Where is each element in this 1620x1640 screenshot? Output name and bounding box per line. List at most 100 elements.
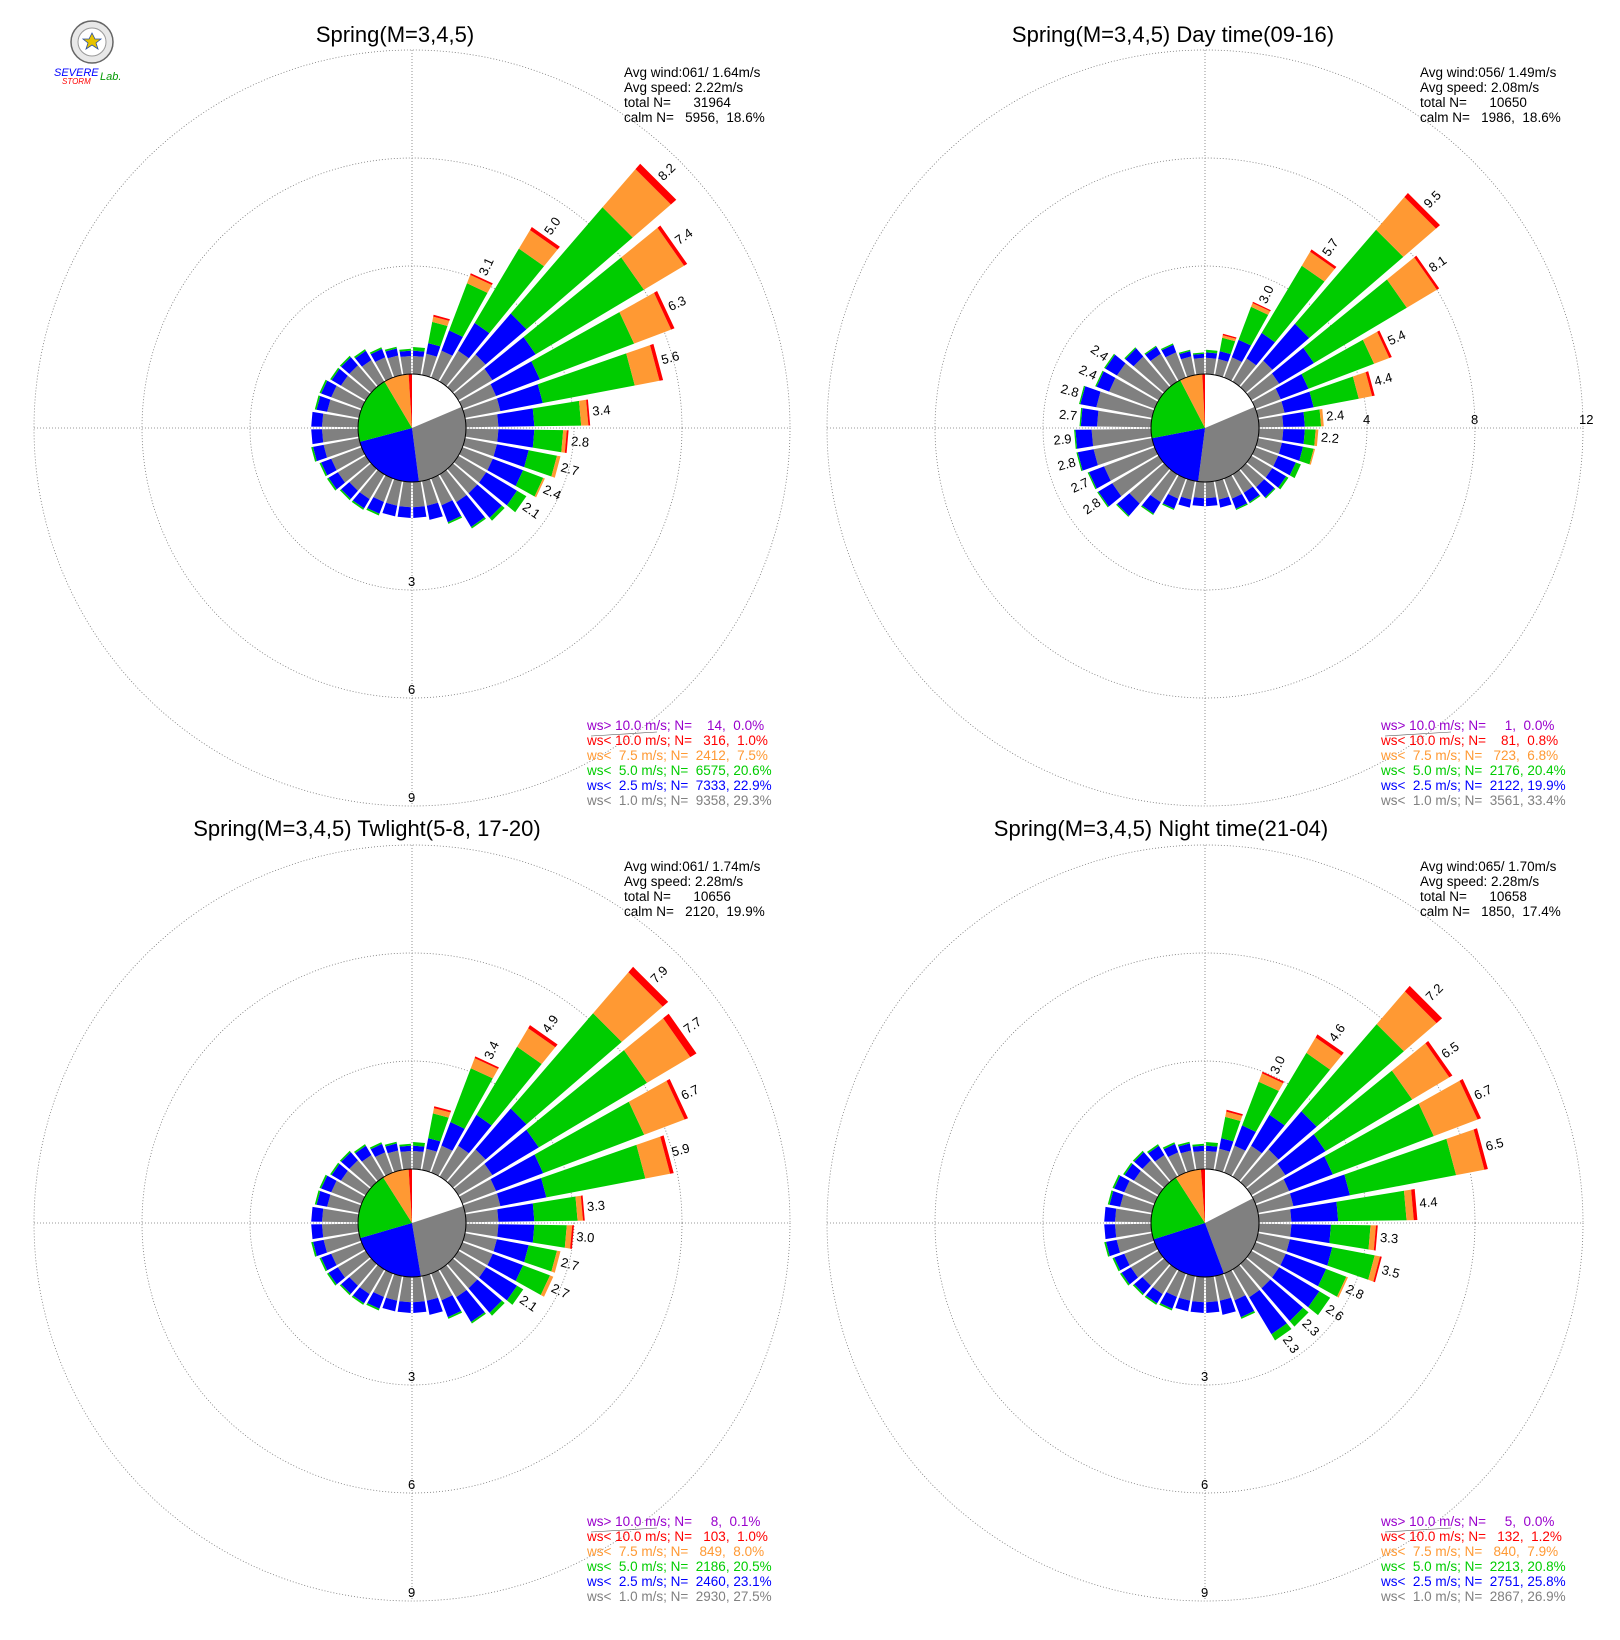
sector-segment <box>447 354 486 393</box>
sector-segment <box>412 481 425 508</box>
sector-segment <box>1265 488 1276 499</box>
sector-segment <box>1315 1034 1344 1056</box>
calm-pie-slice <box>1180 374 1205 428</box>
sector-segment <box>468 1279 502 1313</box>
sector-135: 2.3 <box>1240 1258 1323 1339</box>
legend-entry: ws< 2.5 m/s; N= 2460, 23.1% <box>586 1574 772 1589</box>
sector-segment <box>619 292 672 344</box>
stats-line: calm N= 2120, 19.9% <box>624 904 765 919</box>
legend-entry: ws> 10.0 m/s; N= 5, 0.0% <box>1380 1514 1554 1529</box>
logo-severe-text: SEVERE <box>54 67 99 79</box>
sector-segment <box>479 472 518 506</box>
sector-segment <box>331 385 365 409</box>
sector-segment <box>321 1253 337 1271</box>
sector-135 <box>447 1258 505 1316</box>
sector-segment <box>1246 332 1275 366</box>
calm-pie <box>357 1168 467 1278</box>
sector-segment <box>1362 331 1390 364</box>
sector-25: 3.0 <box>1224 283 1277 381</box>
sector-segment <box>518 230 558 267</box>
sector-segment <box>1319 409 1324 427</box>
stats-line: Avg wind:061/ 1.74m/s <box>624 859 761 874</box>
sector-segment <box>459 1179 497 1204</box>
legend-entry: ws< 7.5 m/s; N= 2412, 7.5% <box>586 748 768 763</box>
sector-segment <box>422 353 437 377</box>
grid-ring <box>33 844 791 1602</box>
sector-segment <box>319 462 328 477</box>
sector-segment <box>331 1180 365 1204</box>
sector-185 <box>1190 1276 1205 1313</box>
sector-total-label: 4.4 <box>1419 1194 1438 1211</box>
sector-total-label: 3.0 <box>1256 283 1277 306</box>
sector-segment <box>1295 229 1404 338</box>
sector-segment <box>663 1013 697 1058</box>
sector-95: 3.0 <box>465 1223 595 1249</box>
sector-135 <box>1240 463 1276 499</box>
sector-segment <box>1160 1292 1177 1309</box>
sector-total-label: 6.5 <box>1438 1039 1461 1062</box>
sector-segment <box>319 1257 328 1272</box>
sector-segment <box>366 1303 380 1311</box>
sector-segment <box>1144 1295 1158 1305</box>
sector-segment <box>1425 1041 1453 1078</box>
sector-segment <box>359 1264 385 1295</box>
sector-355 <box>1192 352 1205 375</box>
sector-segment <box>1133 1170 1164 1196</box>
sector-segment <box>467 274 492 293</box>
sector-295 <box>1112 1174 1158 1204</box>
ring-label: 9 <box>408 790 415 805</box>
sector-segment <box>341 1152 358 1169</box>
sector-segment <box>1224 357 1242 381</box>
sector-segment <box>524 450 557 477</box>
sector-segment <box>1159 1303 1173 1311</box>
grid-ring <box>826 49 1584 807</box>
sector-segment <box>1232 1145 1262 1182</box>
sector-total-label: 3.5 <box>1380 1262 1401 1281</box>
sector-segment <box>413 1301 427 1313</box>
sector-segment <box>1309 376 1359 408</box>
sector-segment <box>1163 1143 1179 1157</box>
sector-175 <box>1205 1276 1220 1313</box>
sector-segment <box>369 347 382 355</box>
sector-segment <box>1133 356 1170 393</box>
grid-ring <box>33 49 791 807</box>
sector-segment <box>431 1270 453 1301</box>
sector-segment <box>361 360 385 387</box>
sector-total-label: 2.3 <box>1299 1316 1322 1339</box>
sector-segment <box>1240 1311 1256 1319</box>
sector-segment <box>1286 1239 1333 1266</box>
sector-segment <box>339 355 351 367</box>
sector-total-label: 8.2 <box>655 160 678 183</box>
stats-line: Avg wind:056/ 1.49m/s <box>1420 65 1557 80</box>
calm-pie-slice <box>1198 406 1260 483</box>
sector-segment <box>1265 468 1287 488</box>
sector-segment <box>1261 1071 1284 1084</box>
sector-345 <box>384 346 402 377</box>
sector-segment <box>1473 1128 1488 1170</box>
sector-335 <box>1160 343 1186 381</box>
sector-segment <box>1368 1225 1376 1251</box>
sector-segment <box>328 472 345 490</box>
sector-285 <box>314 395 361 418</box>
sector-total-label: 2.7 <box>1068 475 1091 496</box>
sector-segment <box>497 1224 535 1243</box>
sector-segment <box>1365 371 1375 397</box>
sector-195 <box>382 479 402 517</box>
sector-segment <box>1290 1174 1350 1207</box>
sector-segment <box>351 1295 365 1305</box>
sector-segment <box>1231 339 1252 362</box>
sector-segment <box>1224 1145 1246 1176</box>
sector-segment <box>426 343 441 357</box>
sector-95: 3.3 <box>1258 1223 1399 1251</box>
sector-segment <box>1258 1209 1292 1223</box>
sector-segment <box>384 1141 397 1147</box>
legend-entry: ws< 5.0 m/s; N= 2176, 20.4% <box>1380 763 1566 778</box>
sector-segment <box>593 972 663 1042</box>
panel-title: Spring(M=3,4,5) Night time(21-04) <box>994 816 1328 841</box>
sector-55: 7.4 <box>453 225 695 401</box>
sector-segment <box>327 1194 361 1213</box>
sector-segment <box>1301 339 1375 389</box>
sector-total-label: 5.0 <box>541 214 564 237</box>
sector-segment <box>1175 1297 1191 1312</box>
ring-label: 4 <box>1363 412 1370 427</box>
